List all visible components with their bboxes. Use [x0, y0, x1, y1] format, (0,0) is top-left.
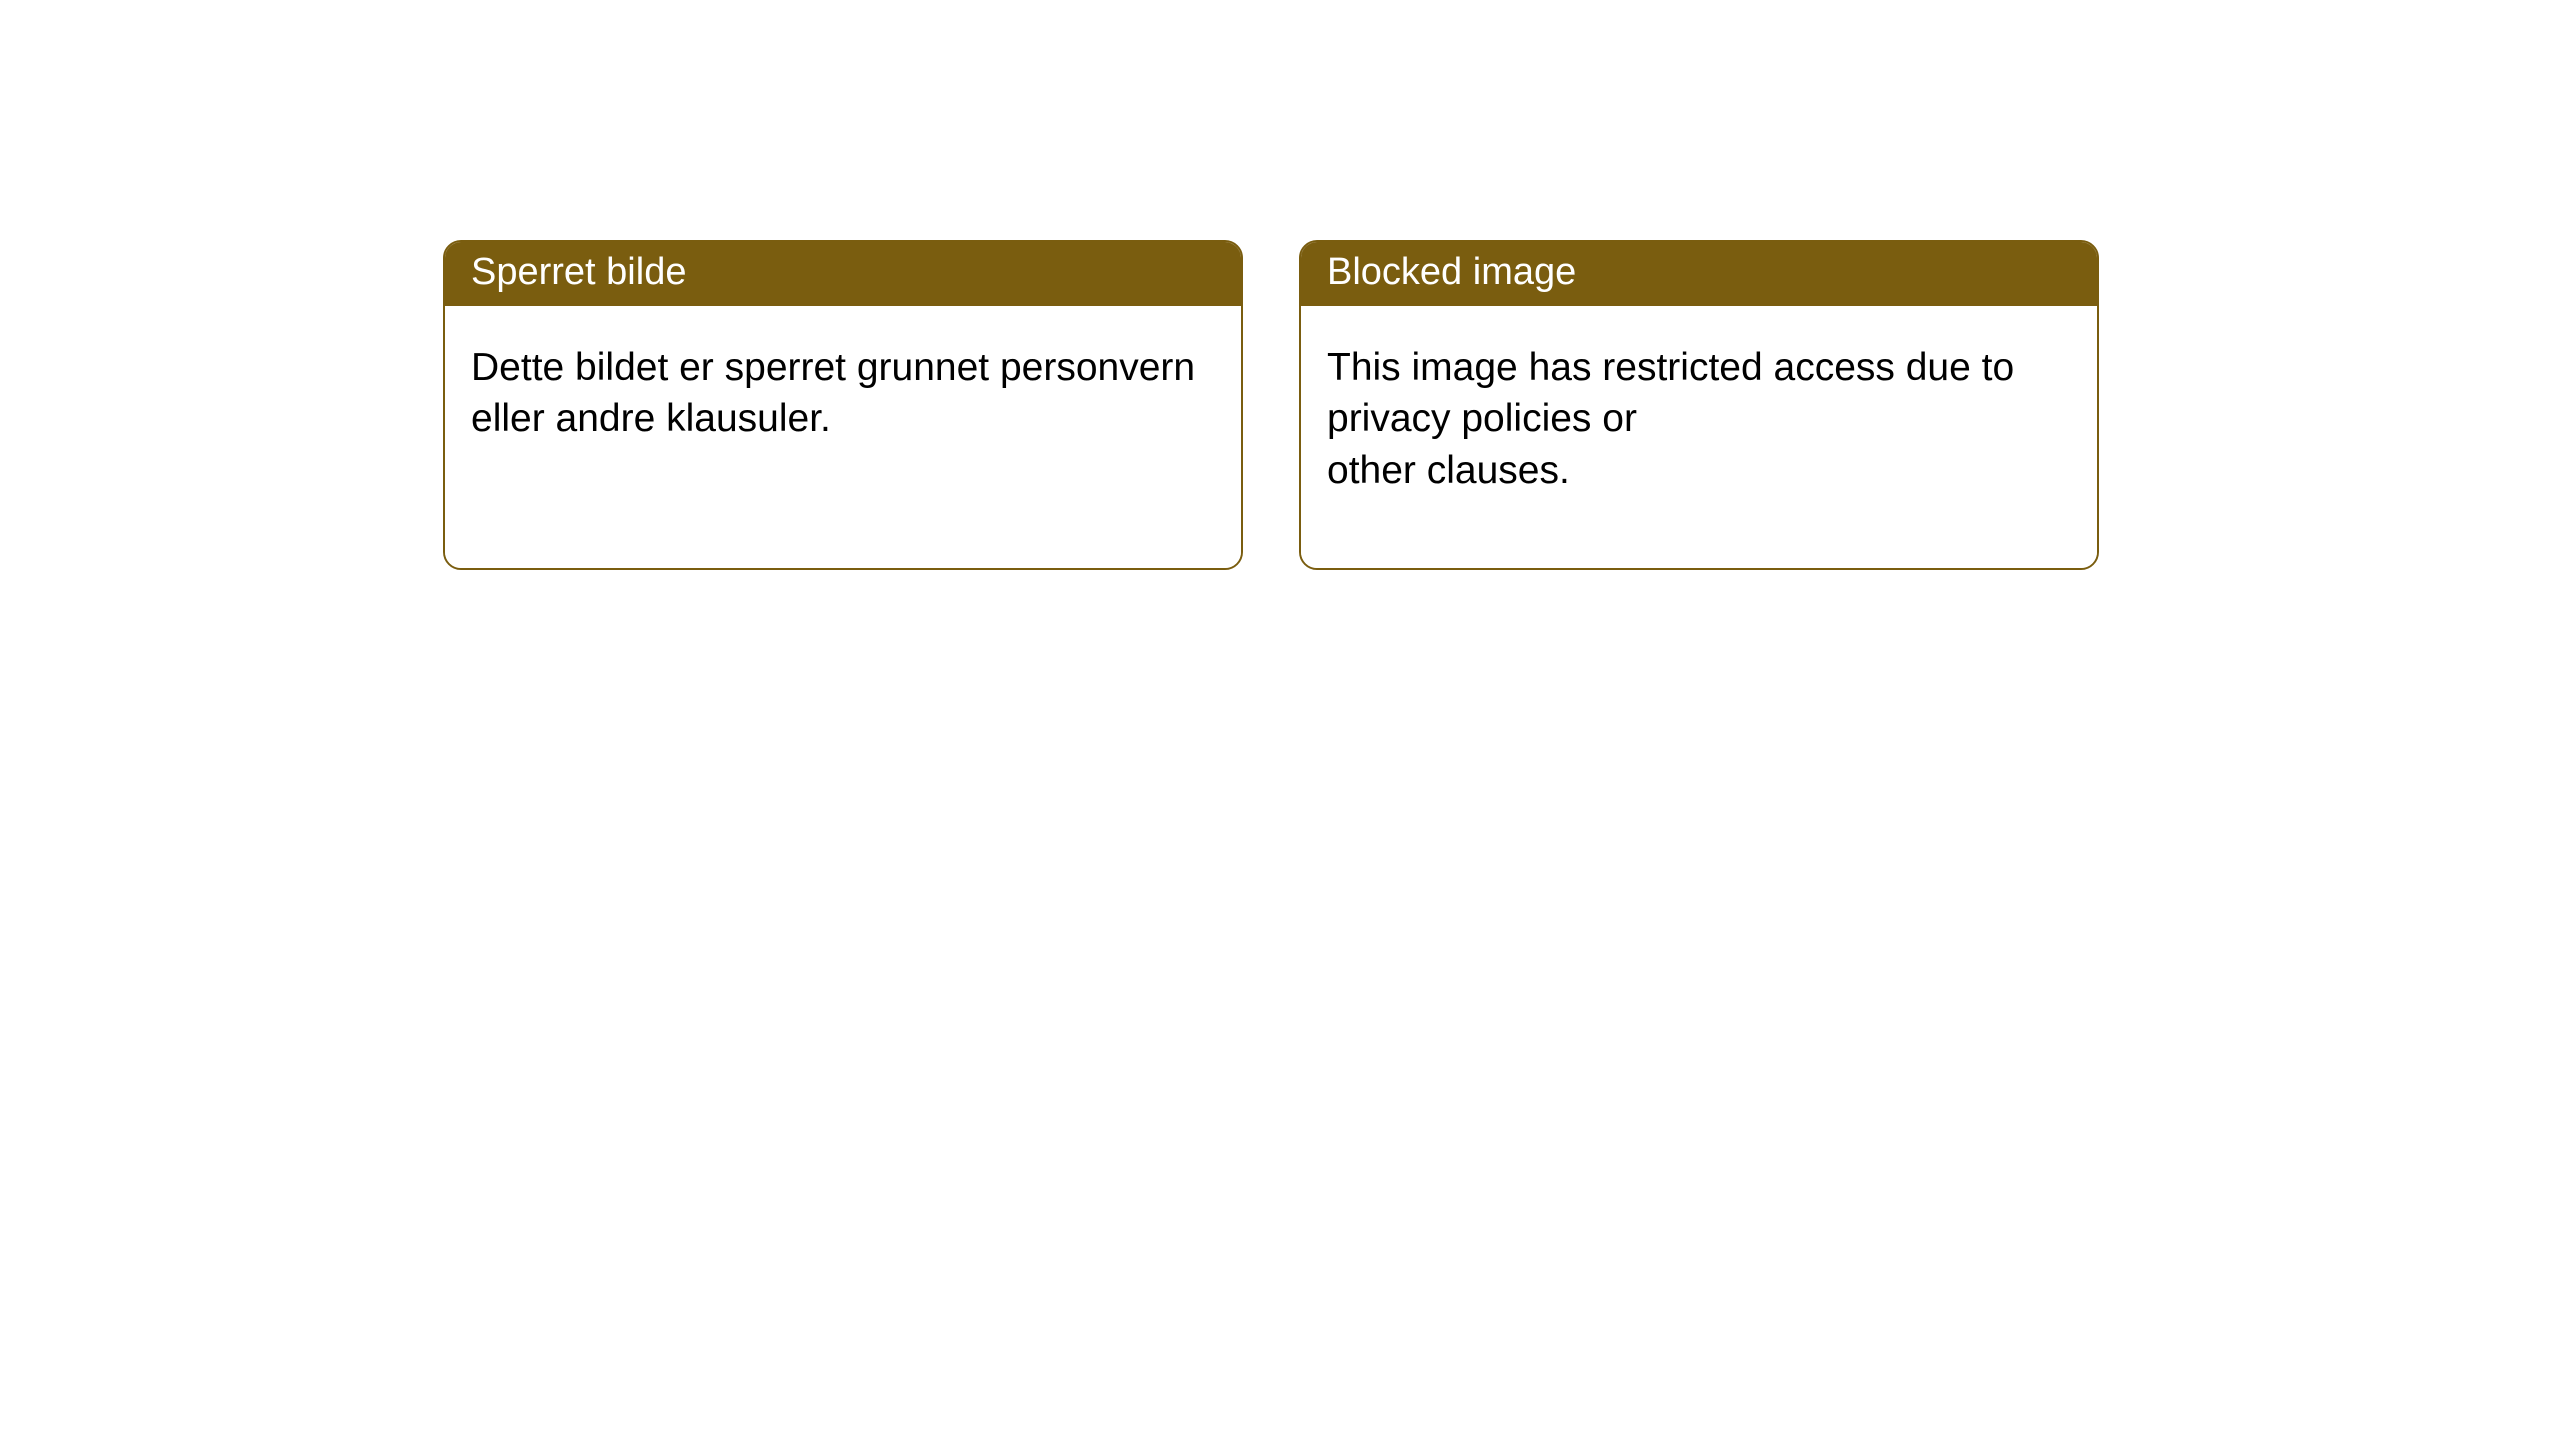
notice-card-body: This image has restricted access due to …: [1301, 306, 2097, 568]
notice-card-norwegian: Sperret bilde Dette bildet er sperret gr…: [443, 240, 1243, 570]
notice-cards-row: Sperret bilde Dette bildet er sperret gr…: [0, 0, 2560, 570]
notice-card-english: Blocked image This image has restricted …: [1299, 240, 2099, 570]
notice-card-body: Dette bildet er sperret grunnet personve…: [445, 306, 1241, 568]
notice-card-title: Sperret bilde: [445, 242, 1241, 306]
notice-card-title: Blocked image: [1301, 242, 2097, 306]
